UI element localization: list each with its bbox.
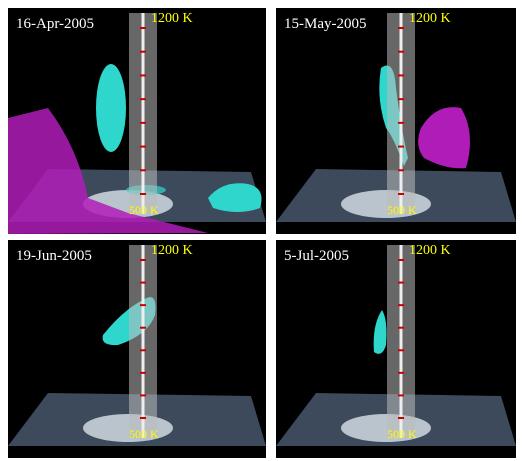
ice-cap <box>83 414 173 442</box>
top-label: 1200 K <box>151 11 193 26</box>
panel-date: 19-Jun-2005 <box>16 248 92 264</box>
panel-date: 5-Jul-2005 <box>284 248 349 264</box>
panel: 5-Jul-2005 1200 K 500 K <box>276 240 516 458</box>
ice-cap <box>341 190 431 218</box>
panel: 19-Jun-2005 1200 K 500 K <box>8 240 266 458</box>
figure: 16-Apr-20051200 K500 K15-May-20051200 K5… <box>0 0 522 461</box>
panel: 16-Apr-2005 1200 K 500 K <box>8 8 266 234</box>
isosurface <box>96 64 126 152</box>
top-label: 1200 K <box>151 243 193 258</box>
isosurface <box>418 107 470 168</box>
bottom-label: 500 K <box>387 427 417 441</box>
top-label: 1200 K <box>409 11 451 26</box>
top-label: 1200 K <box>409 243 451 258</box>
isosurface <box>374 310 387 354</box>
bottom-label: 500 K <box>387 203 417 217</box>
bottom-label: 500 K <box>129 203 159 217</box>
panel: 15-May-2005 1200 K 500 K <box>276 8 516 234</box>
panel-date: 16-Apr-2005 <box>16 16 94 32</box>
bottom-label: 500 K <box>129 427 159 441</box>
ice-cap <box>341 414 431 442</box>
panel-date: 15-May-2005 <box>284 16 367 32</box>
